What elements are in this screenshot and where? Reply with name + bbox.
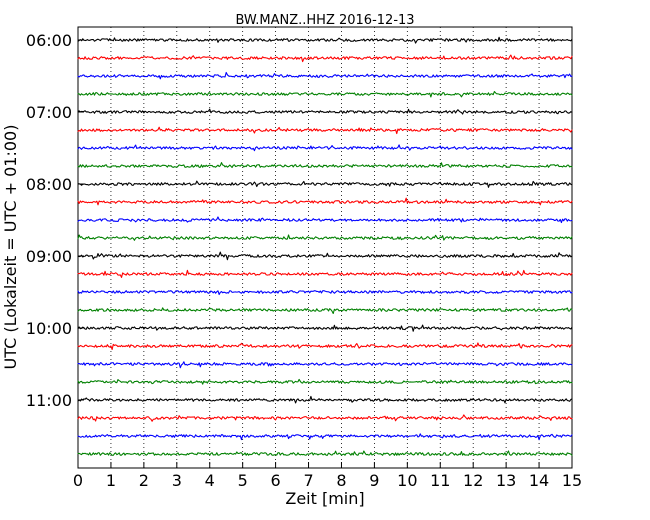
trace-06-00 [77, 36, 573, 44]
y-tick-label-06:00: 06:00 [26, 31, 72, 50]
x-tick-label-8: 8 [336, 471, 346, 490]
trace-09-15 [77, 269, 573, 278]
trace-07-45 [77, 162, 573, 169]
x-tick-label-6: 6 [271, 471, 281, 490]
x-tick-label-7: 7 [303, 471, 313, 490]
trace-11-30 [77, 433, 573, 441]
trace-08-45 [77, 234, 573, 241]
trace-08-15 [77, 197, 573, 206]
trace-07-00 [77, 108, 573, 115]
trace-11-00 [77, 395, 573, 404]
x-tick-label-2: 2 [139, 471, 149, 490]
y-tick-label-11:00: 11:00 [26, 391, 72, 410]
trace-06-30 [77, 71, 573, 80]
x-tick-label-15: 15 [562, 471, 582, 490]
trace-09-00 [77, 251, 573, 261]
x-tick-label-5: 5 [238, 471, 248, 490]
trace-09-30 [77, 290, 573, 296]
x-tick-label-12: 12 [463, 471, 483, 490]
trace-06-15 [77, 54, 573, 63]
trace-08-30 [77, 216, 573, 224]
trace-11-45 [77, 450, 573, 456]
trace-06-45 [77, 90, 573, 98]
plot-frame [77, 26, 573, 469]
x-tick-label-0: 0 [73, 471, 83, 490]
trace-07-15 [77, 126, 573, 135]
x-tick-label-10: 10 [397, 471, 417, 490]
trace-11-15 [77, 414, 573, 422]
trace-10-45 [77, 378, 573, 385]
x-tick-label-1: 1 [106, 471, 116, 490]
trace-09-45 [77, 307, 573, 315]
trace-10-00 [77, 324, 573, 332]
x-tick-label-14: 14 [529, 471, 549, 490]
y-tick-label-10:00: 10:00 [26, 319, 72, 338]
y-axis-label: UTC (Lokalzeit = UTC + 01:00) [1, 125, 20, 370]
x-tick-label-9: 9 [369, 471, 379, 490]
x-tick-label-3: 3 [172, 471, 182, 490]
y-tick-label-08:00: 08:00 [26, 175, 72, 194]
x-tick-label-11: 11 [430, 471, 450, 490]
y-tick-label-07:00: 07:00 [26, 103, 72, 122]
plot-area: 0 1 2 3 4 5 6 7 8 9 10 11 12 13 14 1506:0007:0008:0009:… [26, 26, 582, 490]
trace-08-00 [77, 180, 573, 188]
x-tick-label-4: 4 [205, 471, 215, 490]
trace-07-30 [77, 144, 573, 152]
x-tick-label-13: 13 [496, 471, 516, 490]
chart-title: BW.MANZ..HHZ 2016-12-13 [235, 13, 414, 28]
trace-10-30 [77, 361, 573, 369]
x-axis-label: Zeit [min] [285, 489, 364, 508]
y-tick-label-09:00: 09:00 [26, 247, 72, 266]
trace-10-15 [77, 342, 573, 351]
